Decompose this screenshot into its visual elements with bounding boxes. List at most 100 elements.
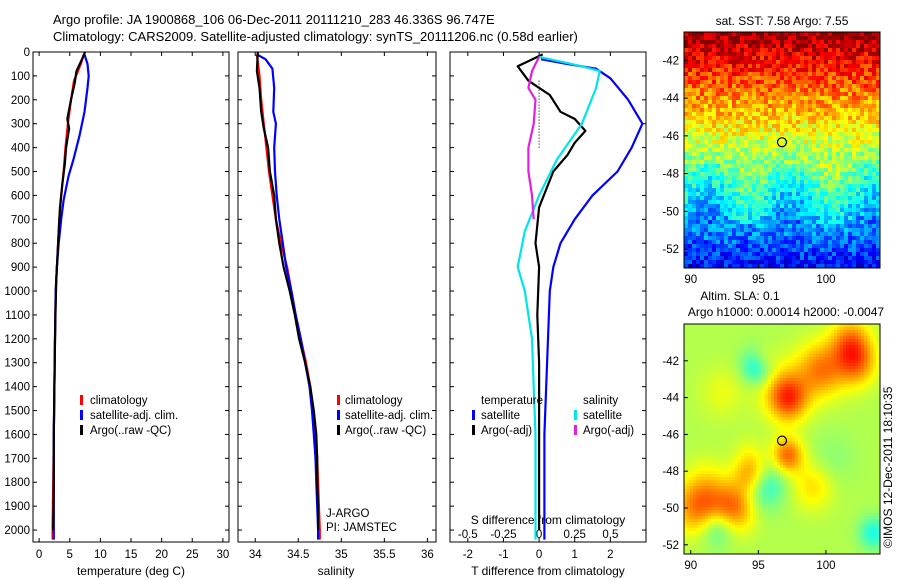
map-cell xyxy=(786,354,790,358)
map-cell xyxy=(720,120,725,125)
map-cell xyxy=(860,208,865,213)
map-cell xyxy=(848,112,853,117)
map-cell xyxy=(740,208,745,213)
map-cell xyxy=(858,387,862,391)
map-cell xyxy=(738,381,742,385)
map-cell xyxy=(864,327,868,331)
map-cell xyxy=(856,168,861,173)
map-cell xyxy=(786,402,790,406)
map-cell xyxy=(848,176,853,181)
map-cell xyxy=(832,136,837,141)
map-cell xyxy=(771,399,775,403)
map-cell xyxy=(776,100,781,105)
map-cell xyxy=(728,176,733,181)
map-cell xyxy=(692,88,697,93)
map-cell xyxy=(876,345,880,349)
map-cell xyxy=(748,112,753,117)
map-cell xyxy=(861,387,865,391)
map-cell xyxy=(792,92,797,97)
map-cell xyxy=(828,366,832,370)
map-cell xyxy=(848,136,853,141)
map-cell xyxy=(756,156,761,161)
map-cell xyxy=(868,232,873,237)
map-cell xyxy=(832,80,837,85)
map-cell xyxy=(804,80,809,85)
map-cell xyxy=(864,216,869,221)
map-cell xyxy=(852,56,857,61)
map-cell xyxy=(800,224,805,229)
map-cell xyxy=(824,208,829,213)
map-cell xyxy=(840,76,845,81)
map-cell xyxy=(828,76,833,81)
map-cell xyxy=(692,260,697,265)
map-cell xyxy=(760,132,765,137)
map-cell xyxy=(765,342,769,346)
map-cell xyxy=(807,366,811,370)
map-cell xyxy=(747,405,751,409)
map-cell xyxy=(756,108,761,113)
map-cell xyxy=(832,168,837,173)
map-cell xyxy=(776,196,781,201)
map-cell xyxy=(741,396,745,400)
map-cell xyxy=(840,156,845,161)
map-cell xyxy=(756,180,761,185)
map-cell xyxy=(724,236,729,241)
map-cell xyxy=(740,112,745,117)
map-cell xyxy=(872,224,877,229)
map-cell xyxy=(752,108,757,113)
map-cell xyxy=(852,152,857,157)
sla-map-panel: Altim. SLA: 0.1 Argo h1000: 0.00014 h200… xyxy=(662,289,884,572)
map-cell xyxy=(832,204,837,209)
map-cell xyxy=(744,100,749,105)
map-cell xyxy=(852,216,857,221)
y-tick-label-1300: 1300 xyxy=(4,358,30,370)
map-cell xyxy=(868,256,873,261)
map-cell xyxy=(774,339,778,343)
map-cell xyxy=(756,144,761,149)
map-cell xyxy=(692,176,697,181)
map-cell xyxy=(819,384,823,388)
map-cell xyxy=(752,72,757,77)
map-cell xyxy=(780,188,785,193)
title-line-1: Argo profile: JA 1900868_106 06-Dec-2011… xyxy=(53,12,495,27)
legend-temperature-title: temperature xyxy=(481,395,543,407)
map-cell xyxy=(836,252,841,257)
map-cell xyxy=(813,390,817,394)
map-cell xyxy=(852,192,857,197)
map-cell xyxy=(804,342,808,346)
map-cell xyxy=(692,220,697,225)
map-cell xyxy=(783,330,787,334)
map-cell xyxy=(852,396,856,400)
map-cell xyxy=(696,402,700,406)
map-cell xyxy=(712,84,717,89)
map-cell xyxy=(872,52,877,57)
map-cell xyxy=(824,216,829,221)
map-cell xyxy=(732,100,737,105)
map-cell xyxy=(699,351,703,355)
x-tick-label-34-5: 34.5 xyxy=(287,549,309,561)
map-cell xyxy=(816,160,821,165)
map-cell xyxy=(788,124,793,129)
map-cell xyxy=(705,351,709,355)
map-cell xyxy=(699,405,703,409)
map-cell xyxy=(726,375,730,379)
map-cell xyxy=(716,168,721,173)
map-cell xyxy=(714,327,718,331)
map-cell xyxy=(738,399,742,403)
map-cell xyxy=(808,260,813,265)
map-cell xyxy=(852,333,856,337)
map-cell xyxy=(688,224,693,229)
map-cell xyxy=(848,144,853,149)
map-cell xyxy=(872,104,877,109)
map-cell xyxy=(732,200,737,205)
map-cell xyxy=(684,200,689,205)
map-cell xyxy=(736,88,741,93)
map-cell xyxy=(732,339,736,343)
map-cell xyxy=(708,399,712,403)
map-cell xyxy=(820,116,825,121)
map-cell xyxy=(876,40,881,45)
map-cell xyxy=(872,252,877,257)
map-cell xyxy=(855,336,859,340)
map-cell xyxy=(796,228,801,233)
map-cell xyxy=(798,369,802,373)
